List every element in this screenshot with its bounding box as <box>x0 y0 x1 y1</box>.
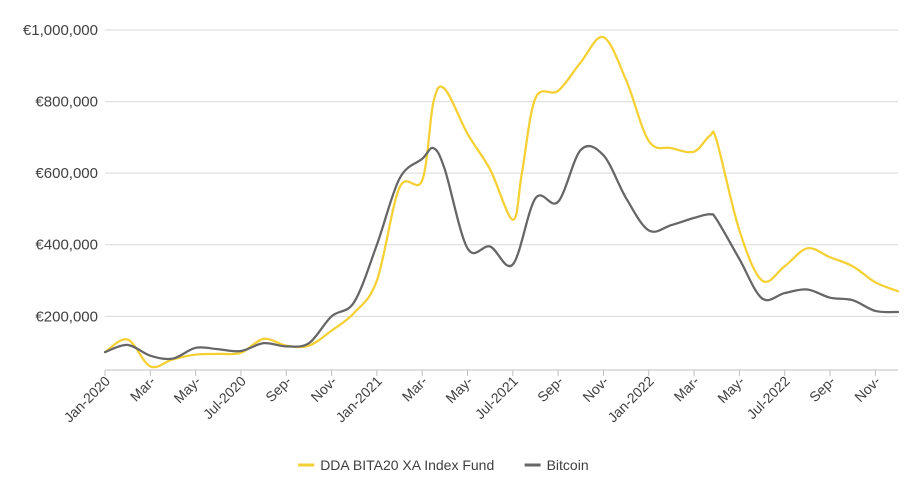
y-tick-label: €600,000 <box>35 165 98 182</box>
y-tick-label: €400,000 <box>35 237 98 254</box>
x-tick-label: Mar- <box>671 373 703 405</box>
legend-label-0: DDA BITA20 XA Index Fund <box>320 457 494 473</box>
x-tick-label: May- <box>714 373 748 407</box>
x-tick-label: Jan-2021 <box>332 373 385 426</box>
series-lines <box>103 35 900 369</box>
x-tick-label: Mar- <box>399 373 431 405</box>
x-tick-label: Sep- <box>806 373 838 405</box>
gridlines <box>105 29 898 317</box>
x-tick-label: Nov- <box>579 373 611 405</box>
legend: DDA BITA20 XA Index Fund Bitcoin <box>298 457 589 473</box>
x-tick-label: Sep- <box>262 373 294 405</box>
y-tick-label: €800,000 <box>35 94 98 111</box>
series-line-0 <box>103 35 900 369</box>
series-line-1 <box>103 144 900 361</box>
x-tick-label: May- <box>170 373 204 407</box>
x-tick-label: Jul-2021 <box>472 373 521 422</box>
x-axis <box>104 369 898 376</box>
x-tick-label: Jul-2020 <box>200 373 249 422</box>
x-tick-label: Mar- <box>127 373 159 405</box>
x-tick-label: Jan-2020 <box>61 373 114 426</box>
y-tick-label: €200,000 <box>35 308 98 325</box>
legend-label-1: Bitcoin <box>547 457 589 473</box>
x-tick-label: Jan-2022 <box>604 373 657 426</box>
x-tick-label: Sep- <box>534 373 566 405</box>
x-tick-label: Nov- <box>307 373 339 405</box>
x-tick-label: Nov- <box>851 373 883 405</box>
x-tick-label: Jul-2022 <box>744 373 793 422</box>
x-axis-labels: Jan-2020 Mar- May-Jul-2020 Sep- Nov-Jan-2021… <box>61 373 884 426</box>
x-tick-label: May- <box>442 373 476 407</box>
y-axis-labels: €200,000 €400,000 €600,000 €800,000 €1,000,0… <box>23 22 98 325</box>
y-tick-label: €1,000,000 <box>23 22 98 39</box>
